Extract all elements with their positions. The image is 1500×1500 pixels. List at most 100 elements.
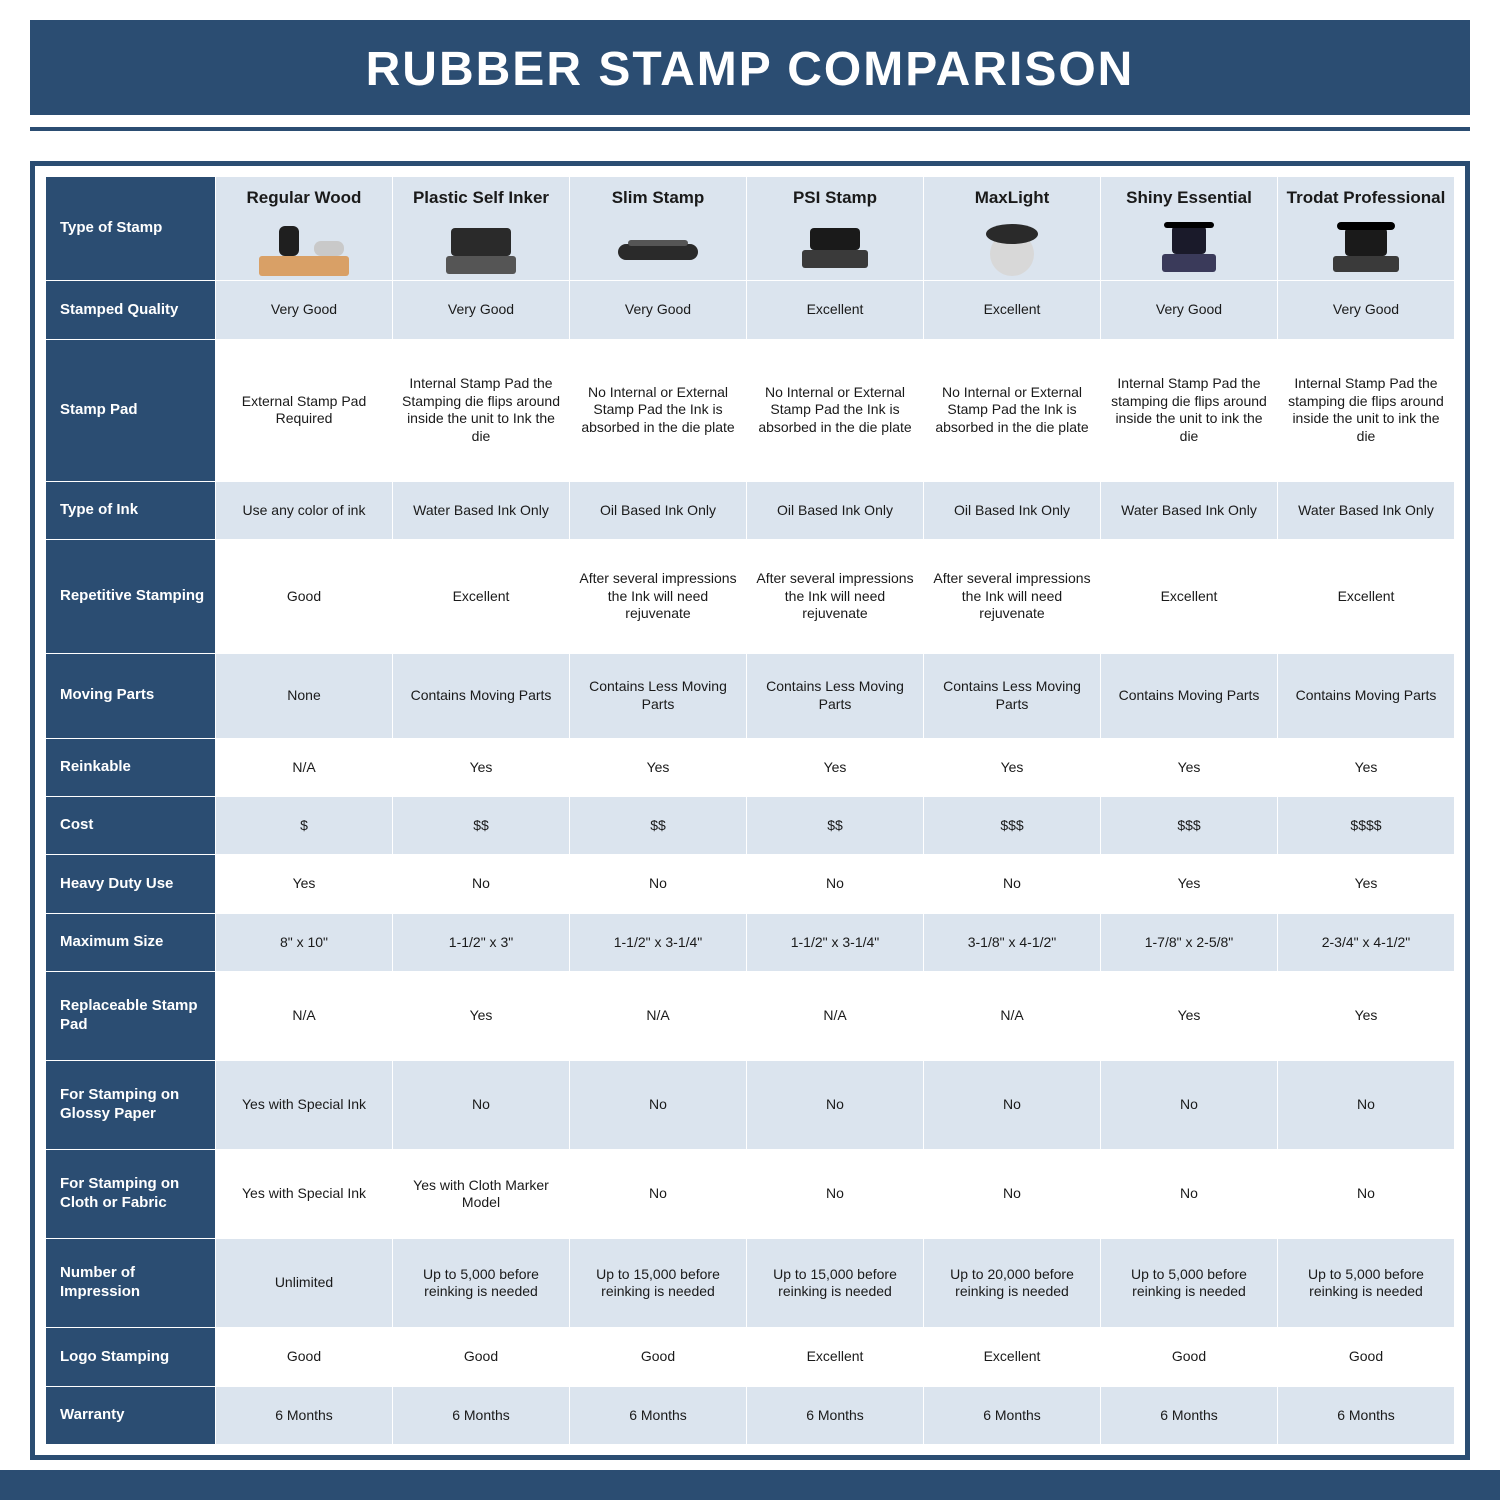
row-header: Type of Ink <box>46 481 216 539</box>
table-cell: No <box>393 1061 570 1150</box>
table-cell: $$$ <box>924 796 1101 854</box>
table-cell: Good <box>393 1328 570 1386</box>
table-cell: Water Based Ink Only <box>1278 481 1455 539</box>
table-cell: N/A <box>924 972 1101 1061</box>
table-row: Heavy Duty UseYesNoNoNoNoYesYes <box>46 855 1455 913</box>
table-cell: Good <box>570 1328 747 1386</box>
table-cell: 3-1/8" x 4-1/2" <box>924 913 1101 971</box>
table-cell: Contains Less Moving Parts <box>570 653 747 738</box>
shiny-stamp-icon <box>1105 216 1273 276</box>
table-cell: Contains Moving Parts <box>393 653 570 738</box>
self-stamp-icon <box>397 216 565 276</box>
max-stamp-icon <box>928 216 1096 276</box>
table-cell: Excellent <box>747 281 924 339</box>
table-cell: 6 Months <box>393 1386 570 1444</box>
row-header: Repetitive Stamping <box>46 540 216 654</box>
table-cell: 1-7/8" x 2-5/8" <box>1101 913 1278 971</box>
table-cell: N/A <box>570 972 747 1061</box>
row-header: For Stamping on Glossy Paper <box>46 1061 216 1150</box>
table-cell: Excellent <box>924 1328 1101 1386</box>
table-cell: No <box>747 1150 924 1239</box>
table-cell: Yes <box>1278 738 1455 796</box>
table-row: Warranty6 Months6 Months6 Months6 Months… <box>46 1386 1455 1444</box>
table-cell: After several impressions the Ink will n… <box>570 540 747 654</box>
row-header: Stamp Pad <box>46 339 216 481</box>
table-cell: Yes with Special Ink <box>216 1061 393 1150</box>
table-cell: Up to 5,000 before reinking is needed <box>1101 1239 1278 1328</box>
row-header: For Stamping on Cloth or Fabric <box>46 1150 216 1239</box>
row-header: Reinkable <box>46 738 216 796</box>
table-cell: Yes <box>1101 855 1278 913</box>
table-cell: Excellent <box>747 1328 924 1386</box>
col-header-label: Trodat Professional <box>1282 187 1450 208</box>
table-cell: 1-1/2" x 3" <box>393 913 570 971</box>
table-cell: 1-1/2" x 3-1/4" <box>570 913 747 971</box>
table-cell: $ <box>216 796 393 854</box>
row-header: Number of Impression <box>46 1239 216 1328</box>
table-row: Repetitive StampingGoodExcellentAfter se… <box>46 540 1455 654</box>
table-row: For Stamping on Cloth or FabricYes with … <box>46 1150 1455 1239</box>
table-cell: No <box>570 1150 747 1239</box>
table-cell: N/A <box>216 972 393 1061</box>
table-cell: Oil Based Ink Only <box>924 481 1101 539</box>
table-cell: After several impressions the Ink will n… <box>924 540 1101 654</box>
col-header-label: MaxLight <box>928 187 1096 208</box>
table-cell: No <box>1101 1061 1278 1150</box>
col-header-0: Regular Wood <box>216 177 393 281</box>
header-rule <box>30 127 1470 131</box>
table-cell: Good <box>1101 1328 1278 1386</box>
comparison-table-frame: Type of StampRegular WoodPlastic Self In… <box>30 161 1470 1460</box>
table-cell: External Stamp Pad Required <box>216 339 393 481</box>
col-header-label: Plastic Self Inker <box>397 187 565 208</box>
table-cell: Oil Based Ink Only <box>747 481 924 539</box>
table-cell: 6 Months <box>747 1386 924 1444</box>
table-cell: 6 Months <box>216 1386 393 1444</box>
table-row: Logo StampingGoodGoodGoodExcellentExcell… <box>46 1328 1455 1386</box>
row-header: Heavy Duty Use <box>46 855 216 913</box>
row-header: Maximum Size <box>46 913 216 971</box>
row-header: Cost <box>46 796 216 854</box>
table-cell: Up to 5,000 before reinking is needed <box>1278 1239 1455 1328</box>
table-cell: Excellent <box>1101 540 1278 654</box>
table-cell: Contains Moving Parts <box>1278 653 1455 738</box>
table-cell: No Internal or External Stamp Pad the In… <box>924 339 1101 481</box>
table-cell: No <box>1101 1150 1278 1239</box>
table-cell: No <box>393 855 570 913</box>
table-row: Type of InkUse any color of ink Water Bas… <box>46 481 1455 539</box>
table-cell: None <box>216 653 393 738</box>
table-cell: $$$ <box>1101 796 1278 854</box>
table-cell: 2-3/4" x 4-1/2" <box>1278 913 1455 971</box>
table-cell: $$ <box>570 796 747 854</box>
table-row: Number of ImpressionUnlimitedUp to 5,000… <box>46 1239 1455 1328</box>
table-cell: Internal Stamp Pad the stamping die flip… <box>1101 339 1278 481</box>
wood-stamp-icon <box>220 216 388 276</box>
comparison-table: Type of StampRegular WoodPlastic Self In… <box>45 176 1455 1445</box>
table-cell: Yes <box>216 855 393 913</box>
table-cell: No <box>924 1150 1101 1239</box>
table-cell: Yes <box>1278 972 1455 1061</box>
table-cell: Water Based Ink Only <box>1101 481 1278 539</box>
table-cell: No <box>570 1061 747 1150</box>
table-cell: Internal Stamp Pad the Stamping die flip… <box>393 339 570 481</box>
table-cell: Good <box>216 1328 393 1386</box>
table-row: Replaceable Stamp PadN/AYesN/AN/AN/AYesY… <box>46 972 1455 1061</box>
col-header-1: Plastic Self Inker <box>393 177 570 281</box>
psi-stamp-icon <box>751 216 919 276</box>
table-cell: No <box>1278 1061 1455 1150</box>
table-cell: No <box>747 1061 924 1150</box>
table-cell: 6 Months <box>570 1386 747 1444</box>
table-row: For Stamping on Glossy PaperYes with Spe… <box>46 1061 1455 1150</box>
table-cell: Contains Less Moving Parts <box>924 653 1101 738</box>
table-cell: Contains Less Moving Parts <box>747 653 924 738</box>
table-cell: Good <box>216 540 393 654</box>
table-cell: Use any color of ink <box>216 481 393 539</box>
col-header-3: PSI Stamp <box>747 177 924 281</box>
row-header: Logo Stamping <box>46 1328 216 1386</box>
table-row: Cost$$$$$$$$$$$$$$$$$ <box>46 796 1455 854</box>
table-cell: Excellent <box>924 281 1101 339</box>
table-cell: N/A <box>216 738 393 796</box>
col-header-label: Shiny Essential <box>1105 187 1273 208</box>
table-cell: Excellent <box>393 540 570 654</box>
row-header: Stamped Quality <box>46 281 216 339</box>
table-cell: After several impressions the Ink will n… <box>747 540 924 654</box>
